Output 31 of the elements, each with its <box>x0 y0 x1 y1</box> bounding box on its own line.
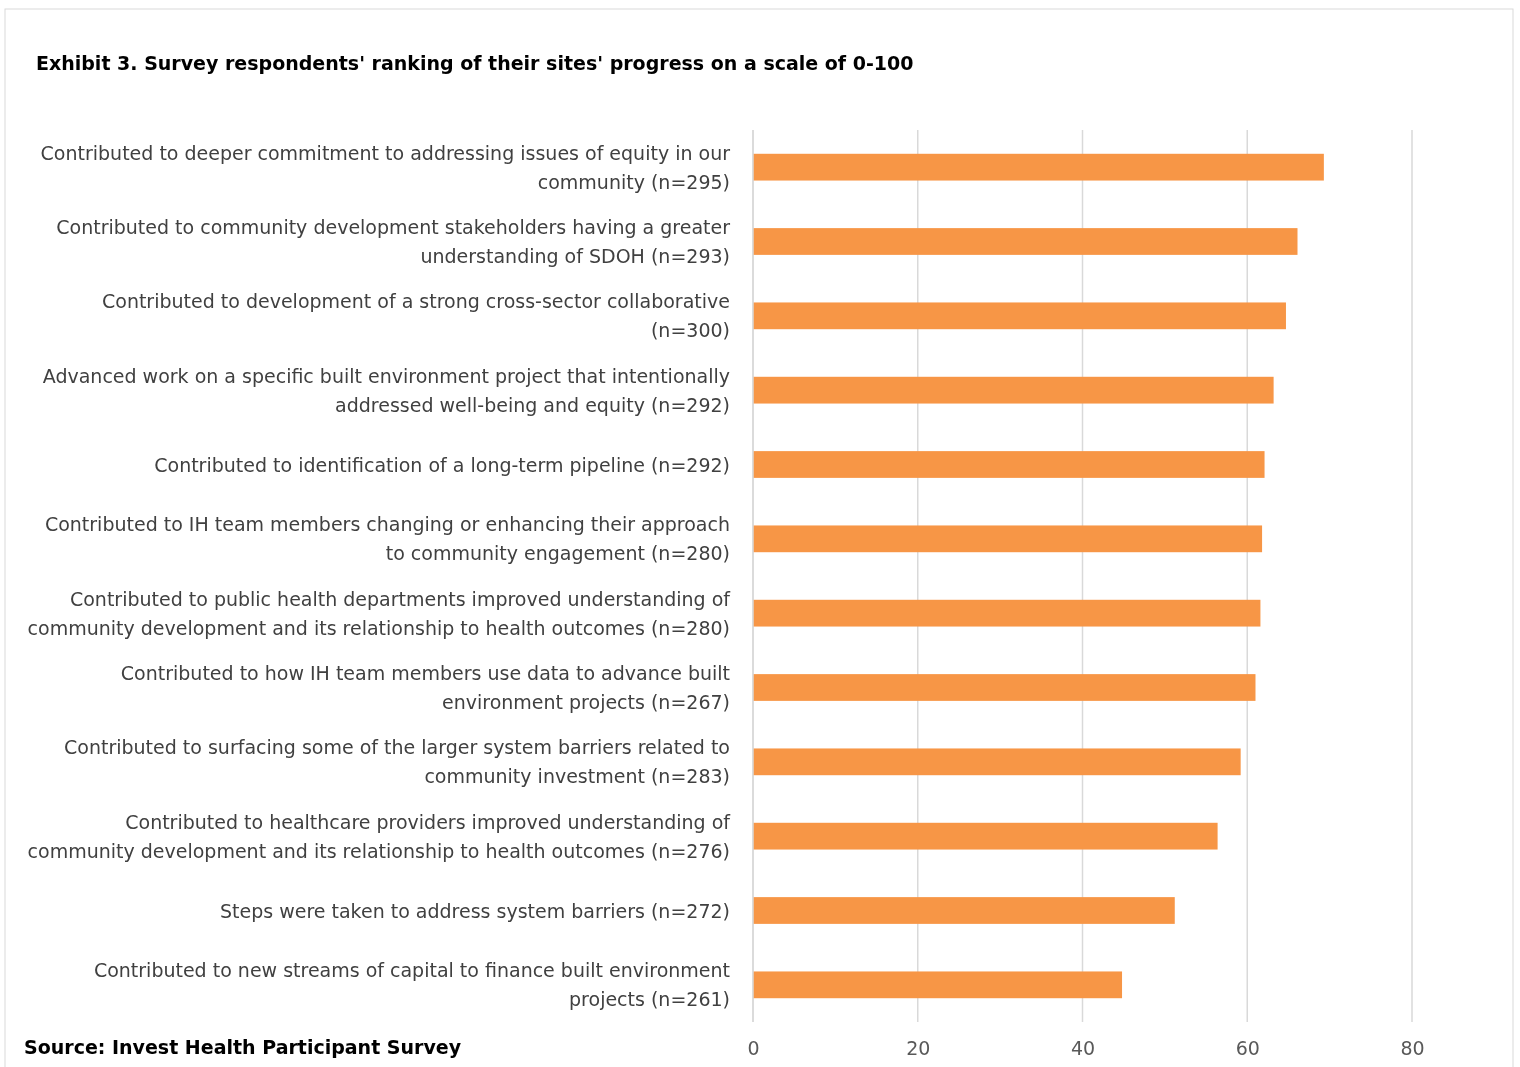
bar <box>753 599 1261 627</box>
y-tick-label: Contributed to IH team members changing or enhancing their approach to community engagement (n=280) <box>44 513 730 565</box>
bar <box>753 822 1218 850</box>
x-tick-label: 60 <box>1235 1037 1260 1060</box>
y-tick-label: Contributed to how IH team members use data to advance built environment projects (n=267) <box>120 662 730 713</box>
x-tick-label: 80 <box>1400 1037 1425 1060</box>
bar <box>753 748 1241 776</box>
bar <box>753 674 1256 701</box>
bar <box>753 897 1175 924</box>
y-tick-label: Advanced work on a specific built environment project that intentionally addressed well-being and equity (n=292) <box>42 364 730 416</box>
y-tick-label: Contributed to surfacing some of the larger system barriers related to community investment (n=283) <box>64 736 730 788</box>
x-tick-label: 40 <box>1070 1037 1096 1060</box>
y-tick-label: Contributed to new streams of capital to finance built environment projects (n=261) <box>93 959 730 1011</box>
y-tick-label: Contributed to community development stakeholders having a greater understanding of SDOH (n=293) <box>56 216 731 267</box>
bar <box>753 302 1286 330</box>
bar <box>753 153 1324 181</box>
y-tick-label: Contributed to deeper commitment to addressing issues of equity in our community (n=295) <box>40 141 731 193</box>
bar <box>753 376 1274 404</box>
x-tick-label: 0 <box>747 1037 760 1060</box>
y-tick-label: Contributed to healthcare providers improved understanding of community development and its relationship to health outcomes (n=276) <box>27 810 732 862</box>
y-tick-label: Contributed to public health departments improved understanding of community development and its relationship to health outcomes (n=280) <box>27 587 732 639</box>
source-note: Source: Invest Health Participant Survey <box>24 1036 462 1058</box>
y-tick-label: Contributed to development of a strong cross-sector collaborative (n=300) <box>101 290 730 342</box>
x-tick-label: 20 <box>906 1037 931 1060</box>
y-tick-label: Steps were taken to address system barriers (n=272) <box>219 899 730 922</box>
bar <box>753 525 1263 553</box>
y-tick-label: Contributed to identification of a long-term pipeline (n=292) <box>154 453 730 476</box>
bar <box>753 228 1298 255</box>
bar <box>753 451 1265 478</box>
bar <box>753 971 1123 999</box>
text: Exhibit 3. Survey respondents' ranking of their sites' progress on a scale of 0-100 <box>36 52 914 74</box>
